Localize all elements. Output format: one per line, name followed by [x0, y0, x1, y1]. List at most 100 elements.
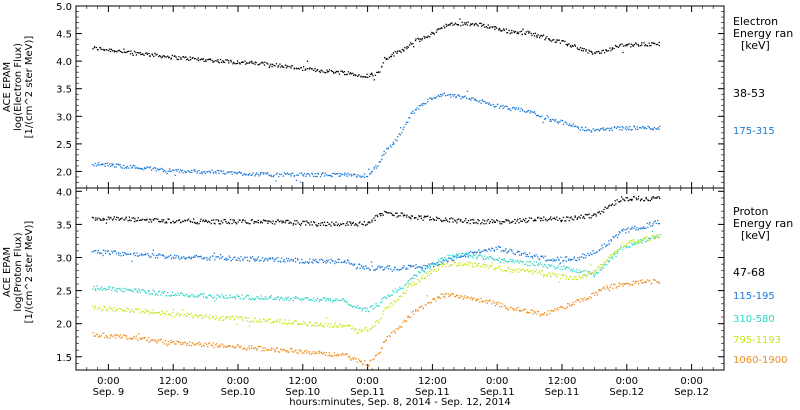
proton-series-2-point [124, 288, 126, 290]
proton-series-3-point [657, 237, 660, 239]
proton-series-1-point [118, 254, 120, 256]
electron-series-1-point [236, 173, 238, 175]
electron-series-0-point [469, 24, 471, 27]
proton-series-2-point [324, 297, 326, 299]
proton-series-3-point [518, 268, 520, 270]
proton-series-0-point [324, 221, 326, 223]
proton-series-2-point [503, 259, 505, 261]
proton-series-0-point [464, 220, 466, 222]
proton-series-2-point [559, 268, 561, 270]
electron-ytick-label-1: 2.5 [56, 140, 72, 151]
proton-series-4-point [216, 346, 219, 348]
proton-series-1-point [426, 265, 428, 267]
proton-series-4-point [470, 296, 472, 299]
electron-series-0-point [601, 50, 603, 52]
electron-series-0-point [479, 22, 481, 24]
proton-series-1-point [242, 259, 244, 261]
electron-series-0-point [178, 55, 180, 58]
proton-series-0-point [527, 220, 530, 222]
electron-series-0-point [466, 24, 468, 26]
proton-series-2-point [152, 289, 154, 291]
electron-series-1-point [554, 120, 556, 122]
electron-series-0-point [277, 65, 280, 67]
electron-series-1-point [655, 128, 657, 130]
proton-series-3-point [616, 249, 619, 251]
proton-series-0-point [450, 217, 452, 219]
electron-series-0-point [176, 58, 178, 60]
electron-series-0-point [260, 62, 262, 64]
proton-series-2-point [345, 300, 347, 303]
proton-series-2-point [249, 298, 251, 300]
proton-series-0-point [335, 221, 337, 223]
proton-series-3-point [311, 325, 313, 327]
electron-series-0-point [611, 48, 613, 50]
electron-series-0-point [562, 40, 565, 42]
proton-series-3-point [420, 277, 422, 279]
proton-series-3-point [522, 269, 524, 271]
proton-series-3-point [234, 318, 236, 320]
proton-series-3-point [156, 312, 158, 314]
proton-series-3-point [642, 238, 644, 240]
electron-series-0-point [270, 63, 272, 65]
proton-series-1-point [347, 259, 349, 261]
proton-series-0-point [205, 219, 207, 221]
proton-series-1-point [578, 259, 580, 261]
proton-series-3-point [565, 278, 567, 280]
proton-series-0-point [487, 218, 489, 221]
electron-series-1-point [259, 173, 262, 176]
proton-series-3-point [174, 316, 176, 318]
electron-series-0-point [321, 70, 323, 72]
proton-series-4-point [646, 279, 648, 281]
proton-series-0-point [564, 220, 566, 222]
proton-series-3-point [541, 270, 543, 272]
proton-series-0-point [373, 217, 375, 219]
proton-series-4-point [440, 293, 442, 295]
proton-series-0-point [507, 219, 509, 221]
proton-series-1-point [97, 252, 99, 254]
proton-series-4-point [461, 295, 463, 298]
electron-series-1-point [173, 169, 175, 172]
proton-series-1-point [605, 246, 607, 248]
electron-series-0-point [282, 66, 284, 68]
proton-series-3-point [524, 270, 526, 272]
proton-series-1-point [299, 262, 301, 264]
proton-series-4-point [415, 310, 417, 312]
proton-series-0-point [374, 215, 377, 217]
proton-series-4-point [529, 312, 531, 314]
electron-series-0-point [379, 71, 381, 73]
proton-series-3-point [130, 310, 132, 312]
proton-series-0-point [318, 223, 320, 225]
proton-series-0-point [113, 216, 115, 218]
electron-series-1-point [581, 126, 583, 129]
proton-series-4-point [111, 336, 113, 338]
proton-series-0-point [501, 223, 503, 225]
proton-series-0-point [650, 198, 653, 200]
proton-series-2-point [273, 298, 275, 301]
proton-series-2-point [538, 263, 540, 265]
electron-series-0-point [585, 50, 587, 52]
electron-series-1-point [386, 147, 388, 150]
proton-series-3-point [570, 276, 572, 279]
proton-series-2-point [509, 258, 512, 260]
proton-series-1-point [453, 259, 455, 261]
proton-series-3-point [548, 272, 550, 274]
electron-series-1-point [400, 127, 402, 129]
proton-series-2-point [156, 294, 159, 296]
proton-series-3-point [656, 234, 658, 237]
proton-series-1-point [562, 260, 564, 262]
x-tick-date-1: Sep. 9 [157, 387, 189, 398]
electron-series-0-point [561, 39, 563, 42]
proton-series-2-point [270, 295, 273, 297]
proton-series-3-point [213, 317, 215, 319]
electron-series-0-point [298, 68, 300, 70]
proton-series-3-point [519, 271, 521, 273]
electron-series-1-point [267, 172, 269, 174]
electron-series-0-point [345, 73, 347, 76]
proton-series-4-point [644, 281, 646, 283]
proton-series-1-point [475, 252, 477, 254]
proton-series-4-point [358, 359, 361, 362]
proton-series-0-point [559, 217, 561, 220]
electron-series-0-point [585, 49, 587, 51]
proton-series-2-point [194, 296, 196, 298]
electron-series-1-point [608, 129, 611, 132]
